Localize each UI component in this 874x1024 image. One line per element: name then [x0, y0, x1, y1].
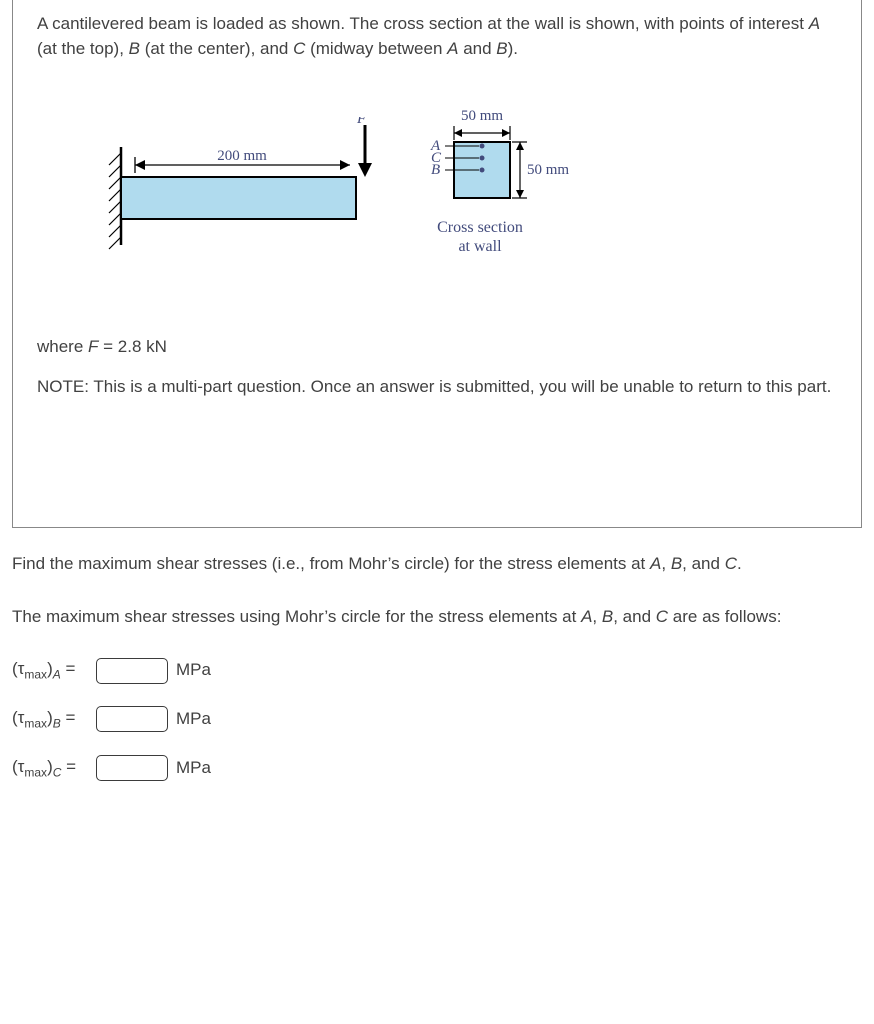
prompt-point-a: A: [809, 14, 820, 33]
label-sub-c: max: [24, 765, 47, 779]
xsec-caption-line1: Cross section: [437, 219, 523, 236]
answer-row-a: (τmax)A = MPa: [12, 657, 862, 684]
unit-c: MPa: [176, 756, 211, 781]
problem-box: A cantilevered beam is loaded as shown. …: [12, 0, 862, 528]
i-comma1: ,: [592, 607, 601, 626]
answer-input-a[interactable]: [96, 658, 168, 684]
answer-row-b: (τmax)B = MPa: [12, 706, 862, 733]
xsec-svg: 50 mm 50 mm A: [409, 102, 619, 222]
prompt-mid-a: A: [447, 39, 458, 58]
answer-input-b[interactable]: [96, 706, 168, 732]
where-line: where F = 2.8 kN: [37, 337, 837, 357]
answer-label-c: (τmax)C =: [12, 755, 94, 782]
label-sub-b: max: [24, 716, 47, 730]
i-a: A: [581, 607, 592, 626]
prompt-desc-c: (midway between: [305, 39, 447, 58]
point-b-label: B: [431, 162, 440, 178]
beam-svg: 200 mm F: [97, 117, 397, 277]
question-prompt: Find the maximum shear stresses (i.e., f…: [12, 552, 862, 577]
force-label: F: [356, 117, 367, 127]
equals-c: =: [61, 757, 76, 776]
cross-section-figure: 50 mm 50 mm A: [409, 102, 619, 227]
label-point-a: A: [53, 668, 61, 682]
label-sub-a: max: [24, 668, 47, 682]
q-dot: .: [737, 554, 742, 573]
q-pre: Find the maximum shear stresses (i.e., f…: [12, 554, 650, 573]
prompt-pre: A cantilevered beam is loaded as shown. …: [37, 14, 809, 33]
prompt-close: ).: [508, 39, 518, 58]
prompt-and: and: [458, 39, 496, 58]
where-pre: where: [37, 337, 88, 356]
answer-label-b: (τmax)B =: [12, 706, 94, 733]
prompt-point-c: C: [293, 39, 305, 58]
beam-length-label: 200 mm: [217, 148, 267, 164]
beam-figure: 200 mm F: [97, 117, 397, 282]
unit-b: MPa: [176, 707, 211, 732]
question-section: Find the maximum shear stresses (i.e., f…: [12, 552, 862, 782]
i-tail: are as follows:: [668, 607, 781, 626]
result-intro: The maximum shear stresses using Mohr’s …: [12, 605, 862, 630]
xsec-caption-line2: at wall: [458, 238, 501, 255]
where-var: F: [88, 337, 98, 356]
multipart-note: NOTE: This is a multi-part question. Onc…: [37, 375, 837, 400]
label-pre-b: (τ: [12, 708, 24, 727]
answer-label-a: (τmax)A =: [12, 657, 94, 684]
prompt-desc-a: (at the top),: [37, 39, 129, 58]
q-b: B: [671, 554, 682, 573]
prompt-point-b: B: [129, 39, 140, 58]
i-pre: The maximum shear stresses using Mohr’s …: [12, 607, 581, 626]
xsec-height-label: 50 mm: [527, 162, 569, 178]
prompt-mid-b: B: [496, 39, 507, 58]
q-comma1: ,: [661, 554, 670, 573]
equals-b: =: [61, 708, 76, 727]
i-b: B: [602, 607, 613, 626]
where-eq: = 2.8 kN: [98, 337, 167, 356]
problem-prompt: A cantilevered beam is loaded as shown. …: [37, 12, 837, 61]
prompt-desc-b: (at the center), and: [140, 39, 293, 58]
figure-region: 200 mm F: [97, 89, 837, 309]
label-pre-c: (τ: [12, 757, 24, 776]
q-comma2: , and: [682, 554, 725, 573]
q-c: C: [725, 554, 737, 573]
equals-a: =: [61, 659, 76, 678]
i-comma2: , and: [613, 607, 656, 626]
answer-row-c: (τmax)C = MPa: [12, 755, 862, 782]
label-pre-a: (τ: [12, 659, 24, 678]
answer-input-c[interactable]: [96, 755, 168, 781]
cross-section-caption: Cross section at wall: [425, 219, 535, 256]
q-a: A: [650, 554, 661, 573]
unit-a: MPa: [176, 658, 211, 683]
i-c: C: [656, 607, 668, 626]
xsec-width-label: 50 mm: [461, 108, 503, 124]
label-point-b: B: [53, 716, 61, 730]
